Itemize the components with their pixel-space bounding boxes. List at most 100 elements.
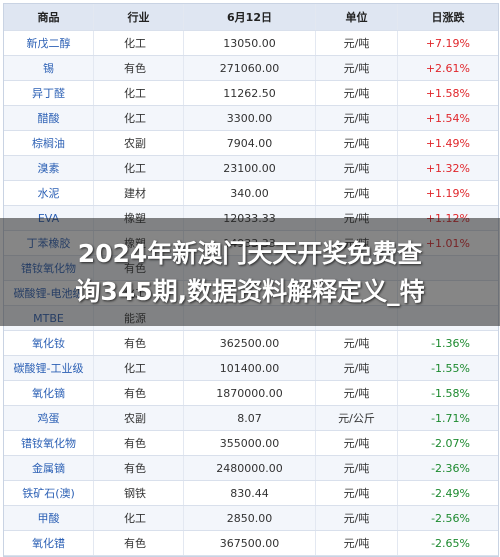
unit-cell: 元/吨 — [316, 431, 398, 455]
price-cell: 340.00 — [184, 181, 316, 205]
price-cell: 362500.00 — [184, 331, 316, 355]
table-row: 金属镝 有色 2480000.00 元/吨 -2.36% — [4, 456, 498, 481]
overlay-title-line-1: 2024年新澳门天天开奖免费查 — [77, 239, 423, 268]
unit-cell: 元/吨 — [316, 506, 398, 530]
price-cell: 7904.00 — [184, 131, 316, 155]
header-commodity[interactable]: 商品 — [4, 4, 94, 30]
commodity-name-link[interactable]: 水泥 — [4, 181, 94, 205]
price-cell: 1870000.00 — [184, 381, 316, 405]
commodity-name-link[interactable]: 金属镝 — [4, 456, 94, 480]
price-cell: 2480000.00 — [184, 456, 316, 480]
commodity-name-link[interactable]: 异丁醛 — [4, 81, 94, 105]
commodity-name-link[interactable]: 鸡蛋 — [4, 406, 94, 430]
commodity-name-link[interactable]: 溴素 — [4, 156, 94, 180]
unit-cell: 元/吨 — [316, 181, 398, 205]
change-cell: -1.58% — [431, 386, 470, 400]
industry-cell: 农副 — [94, 406, 184, 430]
industry-cell: 化工 — [94, 356, 184, 380]
price-cell: 13050.00 — [184, 31, 316, 55]
table-row: 棕榈油 农副 7904.00 元/吨 +1.49% — [4, 131, 498, 156]
industry-cell: 化工 — [94, 81, 184, 105]
unit-cell: 元/吨 — [316, 356, 398, 380]
commodity-name-link[interactable]: 棕榈油 — [4, 131, 94, 155]
price-cell: 101400.00 — [184, 356, 316, 380]
change-cell: -2.65% — [431, 536, 470, 550]
table-row: 溴素 化工 23100.00 元/吨 +1.32% — [4, 156, 498, 181]
price-cell: 3300.00 — [184, 106, 316, 130]
unit-cell: 元/吨 — [316, 81, 398, 105]
table-row: 锡有色 271060.00 元/吨 +2.61% — [4, 56, 498, 81]
industry-cell: 化工 — [94, 31, 184, 55]
price-cell: 2850.00 — [184, 506, 316, 530]
change-cell: +1.49% — [425, 136, 470, 150]
table-row: 新戊二醇 化工 13050.00 元/吨 +7.19% — [4, 31, 498, 56]
table-row: 鸡蛋 农副 8.07 元/公斤 -1.71% — [4, 406, 498, 431]
industry-cell: 有色 — [94, 456, 184, 480]
unit-cell: 元/吨 — [316, 31, 398, 55]
unit-cell: 元/吨 — [316, 481, 398, 505]
change-cell: -2.07% — [431, 436, 470, 450]
overlay-title-line-2: 询345期,数据资料解释定义_特 — [75, 277, 425, 306]
industry-cell: 有色 — [94, 331, 184, 355]
header-industry[interactable]: 行业 — [94, 4, 184, 30]
unit-cell: 元/吨 — [316, 331, 398, 355]
change-cell: +1.19% — [425, 186, 470, 200]
table-header-row: 商品 行业 6月12日 单位 日涨跌 — [4, 4, 498, 31]
table-row: 镨钕氧化物 有色 355000.00 元/吨 -2.07% — [4, 431, 498, 456]
industry-cell: 钢铁 — [94, 481, 184, 505]
industry-cell: 有色 — [94, 431, 184, 455]
header-price-date[interactable]: 6月12日 — [184, 4, 316, 30]
unit-cell: 元/吨 — [316, 131, 398, 155]
industry-cell: 有色 — [94, 381, 184, 405]
industry-cell: 有色 — [94, 531, 184, 555]
industry-cell: 建材 — [94, 181, 184, 205]
change-cell: -1.71% — [431, 411, 470, 425]
header-unit[interactable]: 单位 — [316, 4, 398, 30]
table-row: 异丁醛 化工 11262.50 元/吨 +1.58% — [4, 81, 498, 106]
price-cell: 355000.00 — [184, 431, 316, 455]
commodity-name-link[interactable]: 甲酸 — [4, 506, 94, 530]
commodity-name-link[interactable]: 新戊二醇 — [4, 31, 94, 55]
unit-cell: 元/吨 — [316, 156, 398, 180]
table-row: 氧化镨 有色 367500.00 元/吨 -2.65% — [4, 531, 498, 556]
unit-cell: 元/公斤 — [316, 406, 398, 430]
commodity-name-link[interactable]: 锡 — [4, 56, 94, 80]
industry-cell: 有色 — [94, 56, 184, 80]
price-cell: 11262.50 — [184, 81, 316, 105]
change-cell: +1.54% — [425, 111, 470, 125]
industry-cell: 化工 — [94, 156, 184, 180]
commodity-name-link[interactable]: 醋酸 — [4, 106, 94, 130]
change-cell: -2.49% — [431, 486, 470, 500]
table-row: 水泥 建材 340.00 元/吨 +1.19% — [4, 181, 498, 206]
price-cell: 271060.00 — [184, 56, 316, 80]
price-cell: 830.44 — [184, 481, 316, 505]
price-cell: 23100.00 — [184, 156, 316, 180]
unit-cell: 元/吨 — [316, 381, 398, 405]
table-row: 铁矿石(澳) 钢铁 830.44 元/吨 -2.49% — [4, 481, 498, 506]
unit-cell: 元/吨 — [316, 456, 398, 480]
commodity-name-link[interactable]: 铁矿石(澳) — [4, 481, 94, 505]
unit-cell: 元/吨 — [316, 56, 398, 80]
industry-cell: 化工 — [94, 106, 184, 130]
change-cell: -2.56% — [431, 511, 470, 525]
industry-cell: 农副 — [94, 131, 184, 155]
change-cell: -2.36% — [431, 461, 470, 475]
industry-cell: 化工 — [94, 506, 184, 530]
change-cell: -1.55% — [431, 361, 470, 375]
commodity-name-link[interactable]: 镨钕氧化物 — [4, 431, 94, 455]
price-cell: 8.07 — [184, 406, 316, 430]
unit-cell: 元/吨 — [316, 106, 398, 130]
table-row: 甲酸 化工 2850.00 元/吨 -2.56% — [4, 506, 498, 531]
table-row: 氧化钕 有色 362500.00 元/吨 -1.36% — [4, 331, 498, 356]
commodity-name-link[interactable]: 碳酸锂-工业级 — [4, 356, 94, 380]
table-row: 氧化镝 有色 1870000.00 元/吨 -1.58% — [4, 381, 498, 406]
commodity-name-link[interactable]: 氧化钕 — [4, 331, 94, 355]
header-daily-change[interactable]: 日涨跌 — [431, 11, 465, 24]
commodity-name-link[interactable]: 氧化镨 — [4, 531, 94, 555]
table-row: 醋酸 化工 3300.00 元/吨 +1.54% — [4, 106, 498, 131]
table-row: 碳酸锂-工业级 化工 101400.00 元/吨 -1.55% — [4, 356, 498, 381]
title-overlay-banner: 2024年新澳门天天开奖免费查 询345期,数据资料解释定义_特 — [0, 218, 500, 326]
price-cell: 367500.00 — [184, 531, 316, 555]
commodity-name-link[interactable]: 氧化镝 — [4, 381, 94, 405]
change-cell: -1.36% — [431, 336, 470, 350]
